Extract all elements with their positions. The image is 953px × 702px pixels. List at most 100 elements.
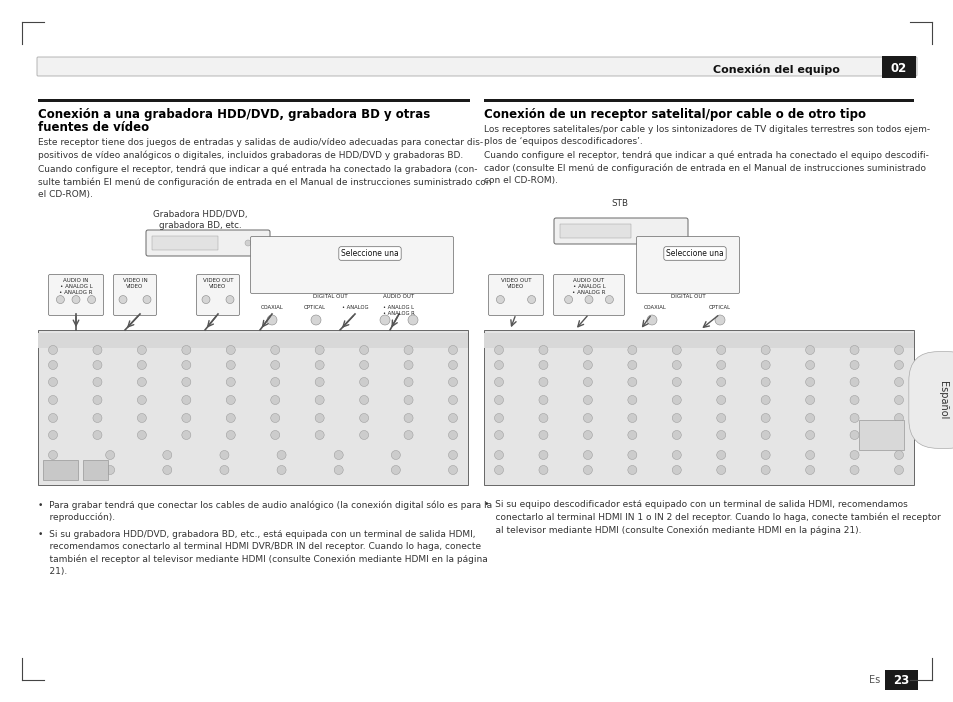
Circle shape [88, 296, 95, 303]
Circle shape [49, 345, 57, 355]
Circle shape [404, 430, 413, 439]
Circle shape [226, 378, 235, 387]
Text: •  Si su grabadora HDD/DVD, grabadora BD, etc., está equipada con un terminal de: • Si su grabadora HDD/DVD, grabadora BD,… [38, 530, 487, 576]
Circle shape [314, 413, 324, 423]
Circle shape [276, 465, 286, 475]
Text: DIGITAL OUT: DIGITAL OUT [670, 294, 704, 299]
Bar [884, 670, 917, 690]
Circle shape [714, 315, 724, 325]
Circle shape [672, 361, 680, 369]
Circle shape [583, 378, 592, 387]
Circle shape [106, 465, 114, 475]
Circle shape [226, 413, 235, 423]
Circle shape [538, 395, 547, 404]
Circle shape [494, 430, 503, 439]
Circle shape [627, 395, 637, 404]
Circle shape [92, 378, 102, 387]
Circle shape [583, 395, 592, 404]
Bar [38, 333, 468, 348]
Circle shape [583, 451, 592, 460]
Circle shape [226, 361, 235, 369]
Circle shape [71, 296, 80, 303]
Circle shape [106, 451, 114, 460]
Circle shape [716, 430, 725, 439]
Circle shape [220, 465, 229, 475]
Circle shape [226, 345, 235, 355]
Circle shape [276, 451, 286, 460]
Circle shape [334, 465, 343, 475]
Circle shape [391, 465, 400, 475]
Circle shape [92, 395, 102, 404]
Text: OPTICAL: OPTICAL [708, 305, 730, 310]
FancyBboxPatch shape [553, 274, 624, 315]
Circle shape [527, 296, 535, 303]
Circle shape [49, 430, 57, 439]
Circle shape [404, 413, 413, 423]
Circle shape [137, 378, 146, 387]
Circle shape [894, 345, 902, 355]
Circle shape [894, 378, 902, 387]
Text: Conexión a una grabadora HDD/DVD, grabadora BD y otras: Conexión a una grabadora HDD/DVD, grabad… [38, 108, 430, 121]
Circle shape [849, 413, 858, 423]
Circle shape [202, 296, 210, 303]
Circle shape [448, 451, 457, 460]
Circle shape [119, 296, 127, 303]
Circle shape [182, 413, 191, 423]
Circle shape [271, 413, 279, 423]
Circle shape [627, 345, 637, 355]
Circle shape [804, 345, 814, 355]
Circle shape [716, 395, 725, 404]
Circle shape [359, 395, 368, 404]
Circle shape [849, 361, 858, 369]
Circle shape [849, 345, 858, 355]
Text: Seleccione una: Seleccione una [665, 249, 723, 258]
Text: Seleccione una: Seleccione una [341, 249, 398, 258]
Circle shape [605, 296, 613, 303]
Circle shape [49, 378, 57, 387]
Text: COAXIAL: COAXIAL [643, 305, 666, 310]
Circle shape [271, 361, 279, 369]
Circle shape [334, 451, 343, 460]
Circle shape [448, 465, 457, 475]
Circle shape [804, 413, 814, 423]
Circle shape [92, 361, 102, 369]
Circle shape [760, 345, 769, 355]
Circle shape [627, 451, 637, 460]
Text: •  Si su equipo descodificador está equipado con un terminal de salida HDMI, rec: • Si su equipo descodificador está equip… [483, 500, 940, 535]
Circle shape [314, 378, 324, 387]
Circle shape [404, 345, 413, 355]
Circle shape [627, 361, 637, 369]
Circle shape [716, 413, 725, 423]
Circle shape [627, 413, 637, 423]
Circle shape [404, 395, 413, 404]
Circle shape [226, 430, 235, 439]
Bar [38, 99, 470, 102]
Bar [38, 57, 915, 61]
Circle shape [672, 395, 680, 404]
FancyBboxPatch shape [488, 274, 543, 315]
Circle shape [379, 315, 390, 325]
Bar [483, 330, 913, 485]
Circle shape [56, 296, 65, 303]
Circle shape [804, 451, 814, 460]
Circle shape [49, 451, 57, 460]
Circle shape [448, 430, 457, 439]
Text: Este receptor tiene dos juegos de entradas y salidas de audio/vídeo adecuadas pa: Este receptor tiene dos juegos de entrad… [38, 138, 491, 199]
Text: VIDEO OUT
VIDEO: VIDEO OUT VIDEO [203, 278, 233, 289]
Circle shape [494, 465, 503, 475]
Circle shape [391, 451, 400, 460]
Circle shape [538, 378, 547, 387]
Circle shape [627, 378, 637, 387]
Circle shape [182, 361, 191, 369]
Circle shape [92, 430, 102, 439]
Circle shape [359, 413, 368, 423]
Circle shape [849, 465, 858, 475]
Circle shape [92, 413, 102, 423]
Circle shape [538, 361, 547, 369]
Circle shape [494, 345, 503, 355]
FancyBboxPatch shape [554, 218, 687, 244]
Circle shape [716, 465, 725, 475]
Bar [152, 236, 218, 250]
FancyBboxPatch shape [146, 230, 270, 256]
Circle shape [716, 345, 725, 355]
